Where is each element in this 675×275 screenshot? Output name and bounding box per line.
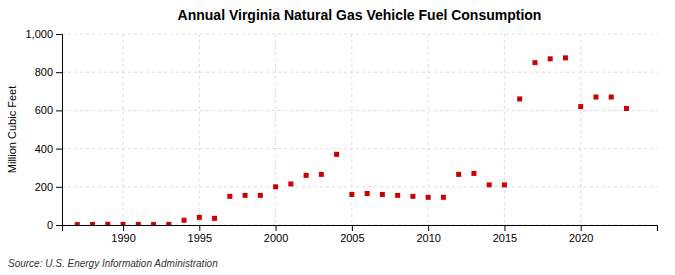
tick-mark (56, 72, 62, 73)
point (243, 193, 248, 198)
point (273, 184, 278, 189)
grid-line (62, 186, 657, 187)
axis-line (63, 226, 658, 232)
grid-line (62, 148, 657, 149)
grid-line (275, 34, 276, 225)
point (624, 106, 629, 111)
point (349, 192, 354, 197)
tick-mark (56, 187, 62, 188)
grid-line (580, 34, 581, 225)
point (609, 95, 614, 100)
tick-mark (123, 225, 124, 231)
tick-mark (581, 225, 582, 231)
tick-label: 200 (35, 181, 53, 193)
tick: 1990 (111, 225, 135, 244)
tick-mark (199, 225, 200, 231)
tick: 600 (35, 104, 62, 116)
point (304, 173, 309, 178)
x-axis: 1990 1995 2000 2005 2010 2015 2020 (63, 225, 658, 244)
point (410, 194, 415, 199)
point (548, 56, 553, 61)
point (197, 215, 202, 220)
point (334, 152, 339, 157)
tick: 400 (35, 143, 62, 155)
point (380, 192, 385, 197)
point (578, 104, 583, 109)
tick: 800 (35, 66, 62, 78)
tick-mark (56, 34, 62, 35)
tick-mark (56, 110, 62, 111)
grid-line (199, 34, 200, 225)
tick-label: 1,000 (25, 28, 53, 40)
tick-mark (56, 149, 62, 150)
grid-line (504, 34, 505, 225)
tick-label: 1995 (188, 232, 212, 244)
plot: 1990 1995 2000 2005 2010 2015 2020 0 200 400 600 80… (25, 28, 657, 244)
tick-mark (276, 225, 277, 231)
point (75, 222, 80, 225)
point (517, 96, 522, 101)
tick-mark (56, 225, 62, 226)
point (487, 182, 492, 187)
point (151, 222, 156, 225)
grid-line (62, 72, 657, 73)
point (121, 222, 126, 225)
point (365, 191, 370, 196)
tick-label: 1990 (111, 232, 135, 244)
tick-label: 2015 (493, 232, 517, 244)
point (227, 194, 232, 199)
tick-label: 2010 (416, 232, 440, 244)
point (456, 172, 461, 177)
point (288, 181, 293, 186)
tick-label: 0 (47, 219, 53, 231)
tick-label: 2000 (264, 232, 288, 244)
point (182, 218, 187, 223)
tick: 200 (35, 181, 62, 193)
y-axis-label: Million Cubic Feet (6, 86, 18, 173)
chart: 1990 1995 2000 2005 2010 2015 2020 0 200 400 600 80… (0, 0, 675, 275)
point (212, 216, 217, 221)
point (90, 222, 95, 225)
point (502, 182, 507, 187)
tick-label: 2005 (340, 232, 364, 244)
tick: 2000 (264, 225, 288, 244)
annotation: Source: U.S. Energy Information Administ… (8, 258, 218, 269)
point (426, 195, 431, 200)
y-axis: 0 200 400 600 800 1,000 (25, 28, 62, 231)
grid-line (123, 34, 124, 225)
tick-mark (504, 225, 505, 231)
point (471, 171, 476, 176)
point (319, 172, 324, 177)
point (166, 222, 171, 225)
tick-label: 600 (35, 104, 53, 116)
title: Annual Virginia Natural Gas Vehicle Fuel… (178, 7, 542, 23)
point (105, 222, 110, 225)
point (563, 55, 568, 60)
tick: 2010 (416, 225, 440, 244)
tick: 1995 (188, 225, 212, 244)
point (136, 222, 141, 225)
tick: 2005 (340, 225, 364, 244)
tick-label: 2020 (569, 232, 593, 244)
point (441, 195, 446, 200)
tick: 0 (47, 219, 62, 231)
tick-label: 800 (35, 66, 53, 78)
grid-line (62, 110, 657, 111)
tick-label: 400 (35, 143, 53, 155)
axis-line (56, 35, 63, 226)
tick: 1,000 (25, 28, 62, 40)
grid-line (62, 34, 657, 35)
point (258, 193, 263, 198)
grid (62, 34, 657, 225)
point (593, 95, 598, 100)
tick: 2015 (493, 225, 517, 244)
point (395, 193, 400, 198)
tick-mark (352, 225, 353, 231)
point (532, 60, 537, 65)
points (75, 55, 629, 225)
tick-mark (428, 225, 429, 231)
tick: 2020 (569, 225, 593, 244)
